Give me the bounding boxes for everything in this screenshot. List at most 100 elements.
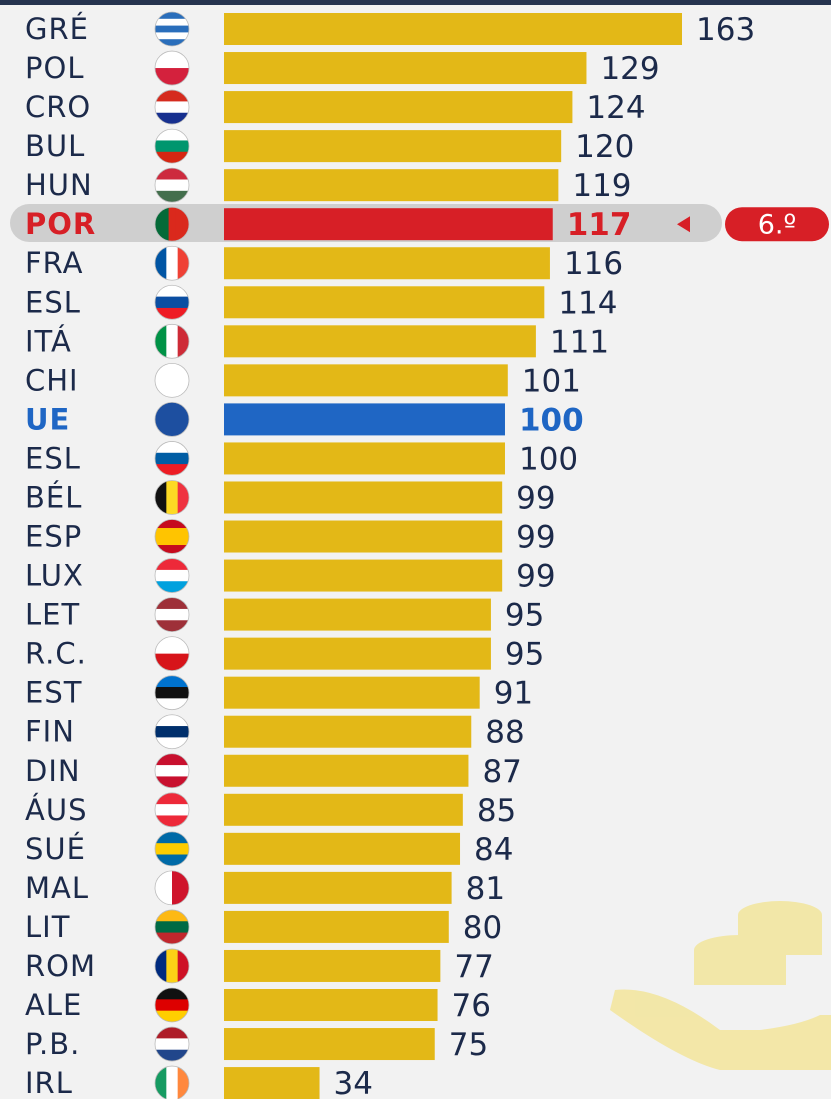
bar	[224, 403, 505, 436]
flag-stripe	[155, 1038, 189, 1051]
flag-stripe	[177, 948, 189, 983]
flag-stripe	[155, 90, 189, 102]
bar	[224, 286, 545, 319]
flag-stripe	[155, 870, 173, 905]
bar	[224, 637, 491, 670]
value-label: 163	[696, 12, 755, 48]
flag-stripe	[155, 804, 189, 816]
flag-outline	[154, 206, 190, 242]
flag-stripe	[155, 168, 189, 180]
value-label: 87	[482, 754, 521, 790]
flag-stripe	[166, 480, 179, 515]
flag-stripe	[155, 536, 189, 546]
flag-outline	[154, 1026, 190, 1062]
annotation-arrow	[677, 216, 690, 233]
bar	[224, 520, 503, 553]
flag-stripe	[155, 636, 189, 655]
category-label: HUN	[25, 168, 93, 202]
flag	[155, 480, 189, 515]
flag-stripe	[155, 140, 189, 153]
category-label: ESP	[25, 520, 82, 554]
flag-stripe	[155, 18, 189, 27]
flag-stripe	[166, 324, 179, 359]
value-label: 91	[494, 676, 533, 712]
value-label: 99	[516, 520, 555, 556]
flag-stripe	[155, 999, 189, 1012]
flag-stripe	[182, 207, 189, 242]
flag-outline	[154, 128, 190, 164]
flag-stripe	[155, 179, 189, 192]
flag	[155, 948, 189, 983]
bar	[224, 793, 463, 826]
flag-stripe	[155, 12, 189, 20]
bar	[224, 481, 503, 514]
flag	[155, 519, 189, 554]
flag-stripe	[155, 545, 189, 554]
flag-stripe	[155, 675, 189, 688]
bar	[224, 325, 536, 358]
flag-stripe	[155, 296, 189, 309]
category-label: ESL	[25, 441, 81, 475]
value-label: 75	[449, 1027, 488, 1063]
flag-stripe	[155, 831, 189, 844]
flag	[155, 402, 189, 437]
flag-stripe	[155, 51, 189, 69]
flag	[155, 51, 189, 86]
flag-outline	[154, 870, 190, 906]
flag-stripe	[155, 190, 189, 203]
value-label: 99	[516, 480, 555, 516]
flag-stripe	[155, 581, 189, 593]
flag	[155, 207, 189, 242]
value-label: 100	[519, 441, 578, 477]
flag	[155, 285, 189, 320]
flag	[155, 597, 189, 632]
flag	[155, 753, 189, 788]
flag-stripe	[155, 569, 189, 582]
flag-stripe	[155, 698, 189, 710]
flag-stripe	[155, 285, 189, 298]
bar	[224, 949, 441, 982]
flag	[155, 675, 189, 710]
flag-stripe	[155, 528, 189, 538]
value-label: 111	[550, 324, 609, 360]
category-label: P.B.	[25, 1027, 80, 1061]
value-label: 88	[485, 715, 524, 751]
flag-stripe	[155, 765, 189, 777]
flag-outline	[154, 792, 190, 828]
flag-stripe	[155, 687, 189, 699]
bar	[224, 989, 438, 1021]
flag-stripe	[155, 68, 189, 86]
value-label: 77	[454, 949, 493, 985]
flag-stripe	[155, 32, 189, 40]
category-label: ITÁ	[25, 324, 72, 358]
flag-outline	[154, 245, 190, 281]
flag-outline	[154, 753, 190, 789]
flag	[155, 909, 189, 944]
flag-outline	[154, 714, 190, 750]
category-label: IRL	[25, 1066, 73, 1099]
bar	[224, 715, 472, 748]
bar	[224, 559, 503, 592]
flag-stripe	[155, 452, 189, 465]
bar	[224, 676, 480, 709]
bar	[224, 364, 508, 397]
annotation-pill	[725, 207, 829, 242]
flag	[155, 714, 189, 749]
value-label: 100	[519, 402, 584, 438]
bar	[224, 1067, 320, 1099]
flag	[155, 988, 189, 1022]
flag-stripe	[155, 1027, 189, 1039]
category-label: ALE	[25, 988, 82, 1022]
bar	[224, 754, 469, 787]
category-label: CHI	[25, 363, 79, 397]
flag-outline	[154, 480, 190, 515]
flag-outline	[154, 597, 190, 632]
flag-stripe	[155, 207, 163, 242]
bar	[224, 208, 553, 241]
flag-outline	[154, 167, 190, 203]
value-label: 34	[334, 1066, 373, 1099]
flag-stripe	[155, 324, 167, 359]
flag	[155, 870, 189, 905]
bar	[224, 598, 491, 631]
